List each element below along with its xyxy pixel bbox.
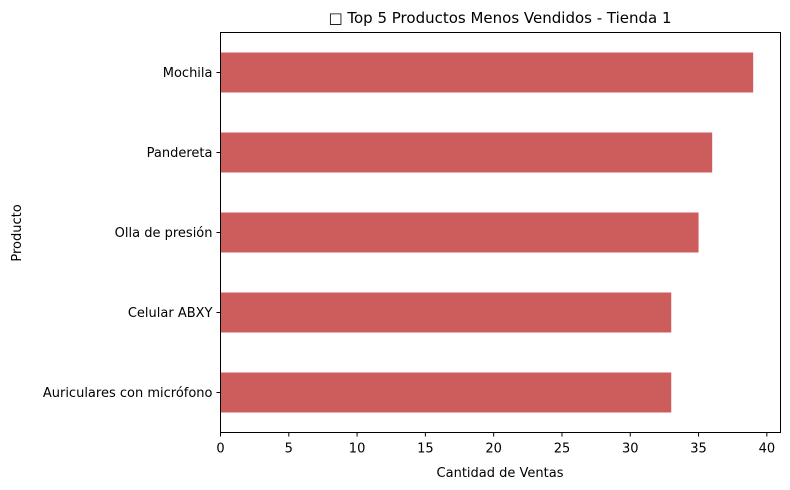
x-axis-title: Cantidad de Ventas <box>437 466 564 481</box>
y-tick-label: Olla de presión <box>115 226 213 241</box>
x-tick-label: 15 <box>417 442 434 457</box>
x-axis-ticks: 0 5 10 15 20 25 30 35 40 <box>216 432 776 457</box>
chart-title: □ Top 5 Productos Menos Vendidos - Tiend… <box>328 9 671 27</box>
x-tick-label: 10 <box>349 442 366 457</box>
y-tick-label: Mochila <box>163 66 213 81</box>
bar <box>220 212 699 253</box>
y-tick-label: Celular ABXY <box>128 306 213 321</box>
bar <box>220 372 672 413</box>
x-tick-label: 5 <box>285 442 293 457</box>
bar <box>220 292 672 333</box>
y-tick-label: Auriculares con micrófono <box>43 386 213 401</box>
x-tick-label: 30 <box>622 442 639 457</box>
bar <box>220 52 754 93</box>
x-tick-label: 35 <box>690 442 707 457</box>
y-tick-label: Pandereta <box>147 146 213 161</box>
y-axis-ticks: Mochila Pandereta Olla de presión Celular A… <box>43 66 221 401</box>
x-tick-label: 25 <box>554 442 571 457</box>
x-tick-label: 0 <box>216 442 224 457</box>
x-tick-label: 20 <box>485 442 502 457</box>
bars-layer <box>220 52 754 413</box>
x-tick-label: 40 <box>759 442 776 457</box>
bar <box>220 132 713 173</box>
y-axis-title: Producto <box>10 204 25 261</box>
